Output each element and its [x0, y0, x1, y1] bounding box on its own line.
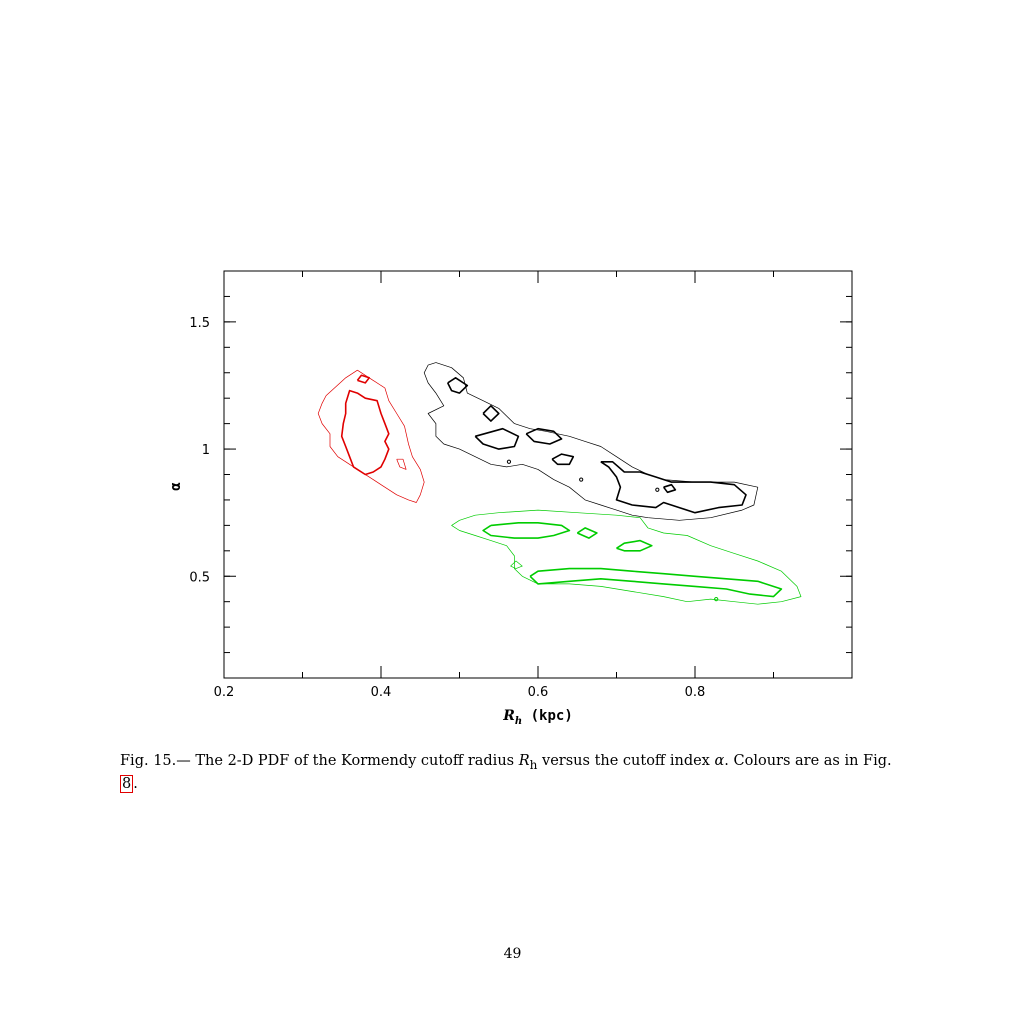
- green-contour-outer: [451, 509, 802, 605]
- y-tick-label: 0.5: [189, 570, 210, 585]
- black-contour-marker: [579, 477, 584, 482]
- black-contour-marker: [506, 459, 512, 464]
- red-contour-inner: [356, 374, 370, 384]
- x-tick-label: 0.2: [214, 685, 235, 700]
- black-contour-inner: [600, 461, 747, 514]
- green-contour-marker: [714, 597, 719, 602]
- black-contour-inner: [446, 377, 469, 394]
- contour-figure: 0.2 0.4 0.6 0.8 0.5 1 1.5 Rh (kpc) α: [150, 255, 870, 735]
- black-contour-inner: [474, 427, 520, 450]
- black-contour-outer: [423, 362, 759, 521]
- caption-symbol-alpha: α: [714, 753, 725, 769]
- green-contour-inner: [482, 521, 571, 539]
- page-number: 49: [503, 946, 522, 962]
- black-contour-inner: [551, 453, 575, 466]
- x-tick-label: 0.6: [528, 685, 549, 700]
- y-tick-label: 1: [202, 443, 210, 458]
- figure-reference-link[interactable]: 8: [120, 774, 134, 793]
- y-axis-label: α: [168, 482, 184, 490]
- green-contour-inner: [576, 527, 598, 539]
- contour-plot: 0.2 0.4 0.6 0.8 0.5 1 1.5 Rh (kpc) α: [168, 270, 853, 727]
- caption-symbol-rh-sub: h: [529, 757, 538, 772]
- y-tick-label: 1.5: [189, 316, 210, 331]
- figure-caption: Fig. 15.— The 2-D PDF of the Kormendy cu…: [120, 753, 892, 793]
- plot-frame: [223, 270, 853, 679]
- black-contour-inner: [482, 405, 500, 422]
- x-axis-label: Rh (kpc): [502, 708, 573, 727]
- black-contour-inner: [662, 483, 677, 494]
- red-contour-inner: [340, 389, 390, 476]
- green-contour-inner: [616, 539, 653, 552]
- red-contour-outer: [396, 458, 407, 470]
- red-contour-outer: [317, 369, 425, 503]
- black-contour-marker: [655, 487, 660, 492]
- black-contour-inner: [525, 427, 563, 445]
- x-tick-label: 0.8: [685, 685, 706, 700]
- x-tick-label: 0.4: [371, 685, 392, 700]
- green-contour-outer: [510, 560, 523, 569]
- caption-symbol-rh: R: [518, 753, 530, 769]
- green-contour-inner: [529, 567, 783, 598]
